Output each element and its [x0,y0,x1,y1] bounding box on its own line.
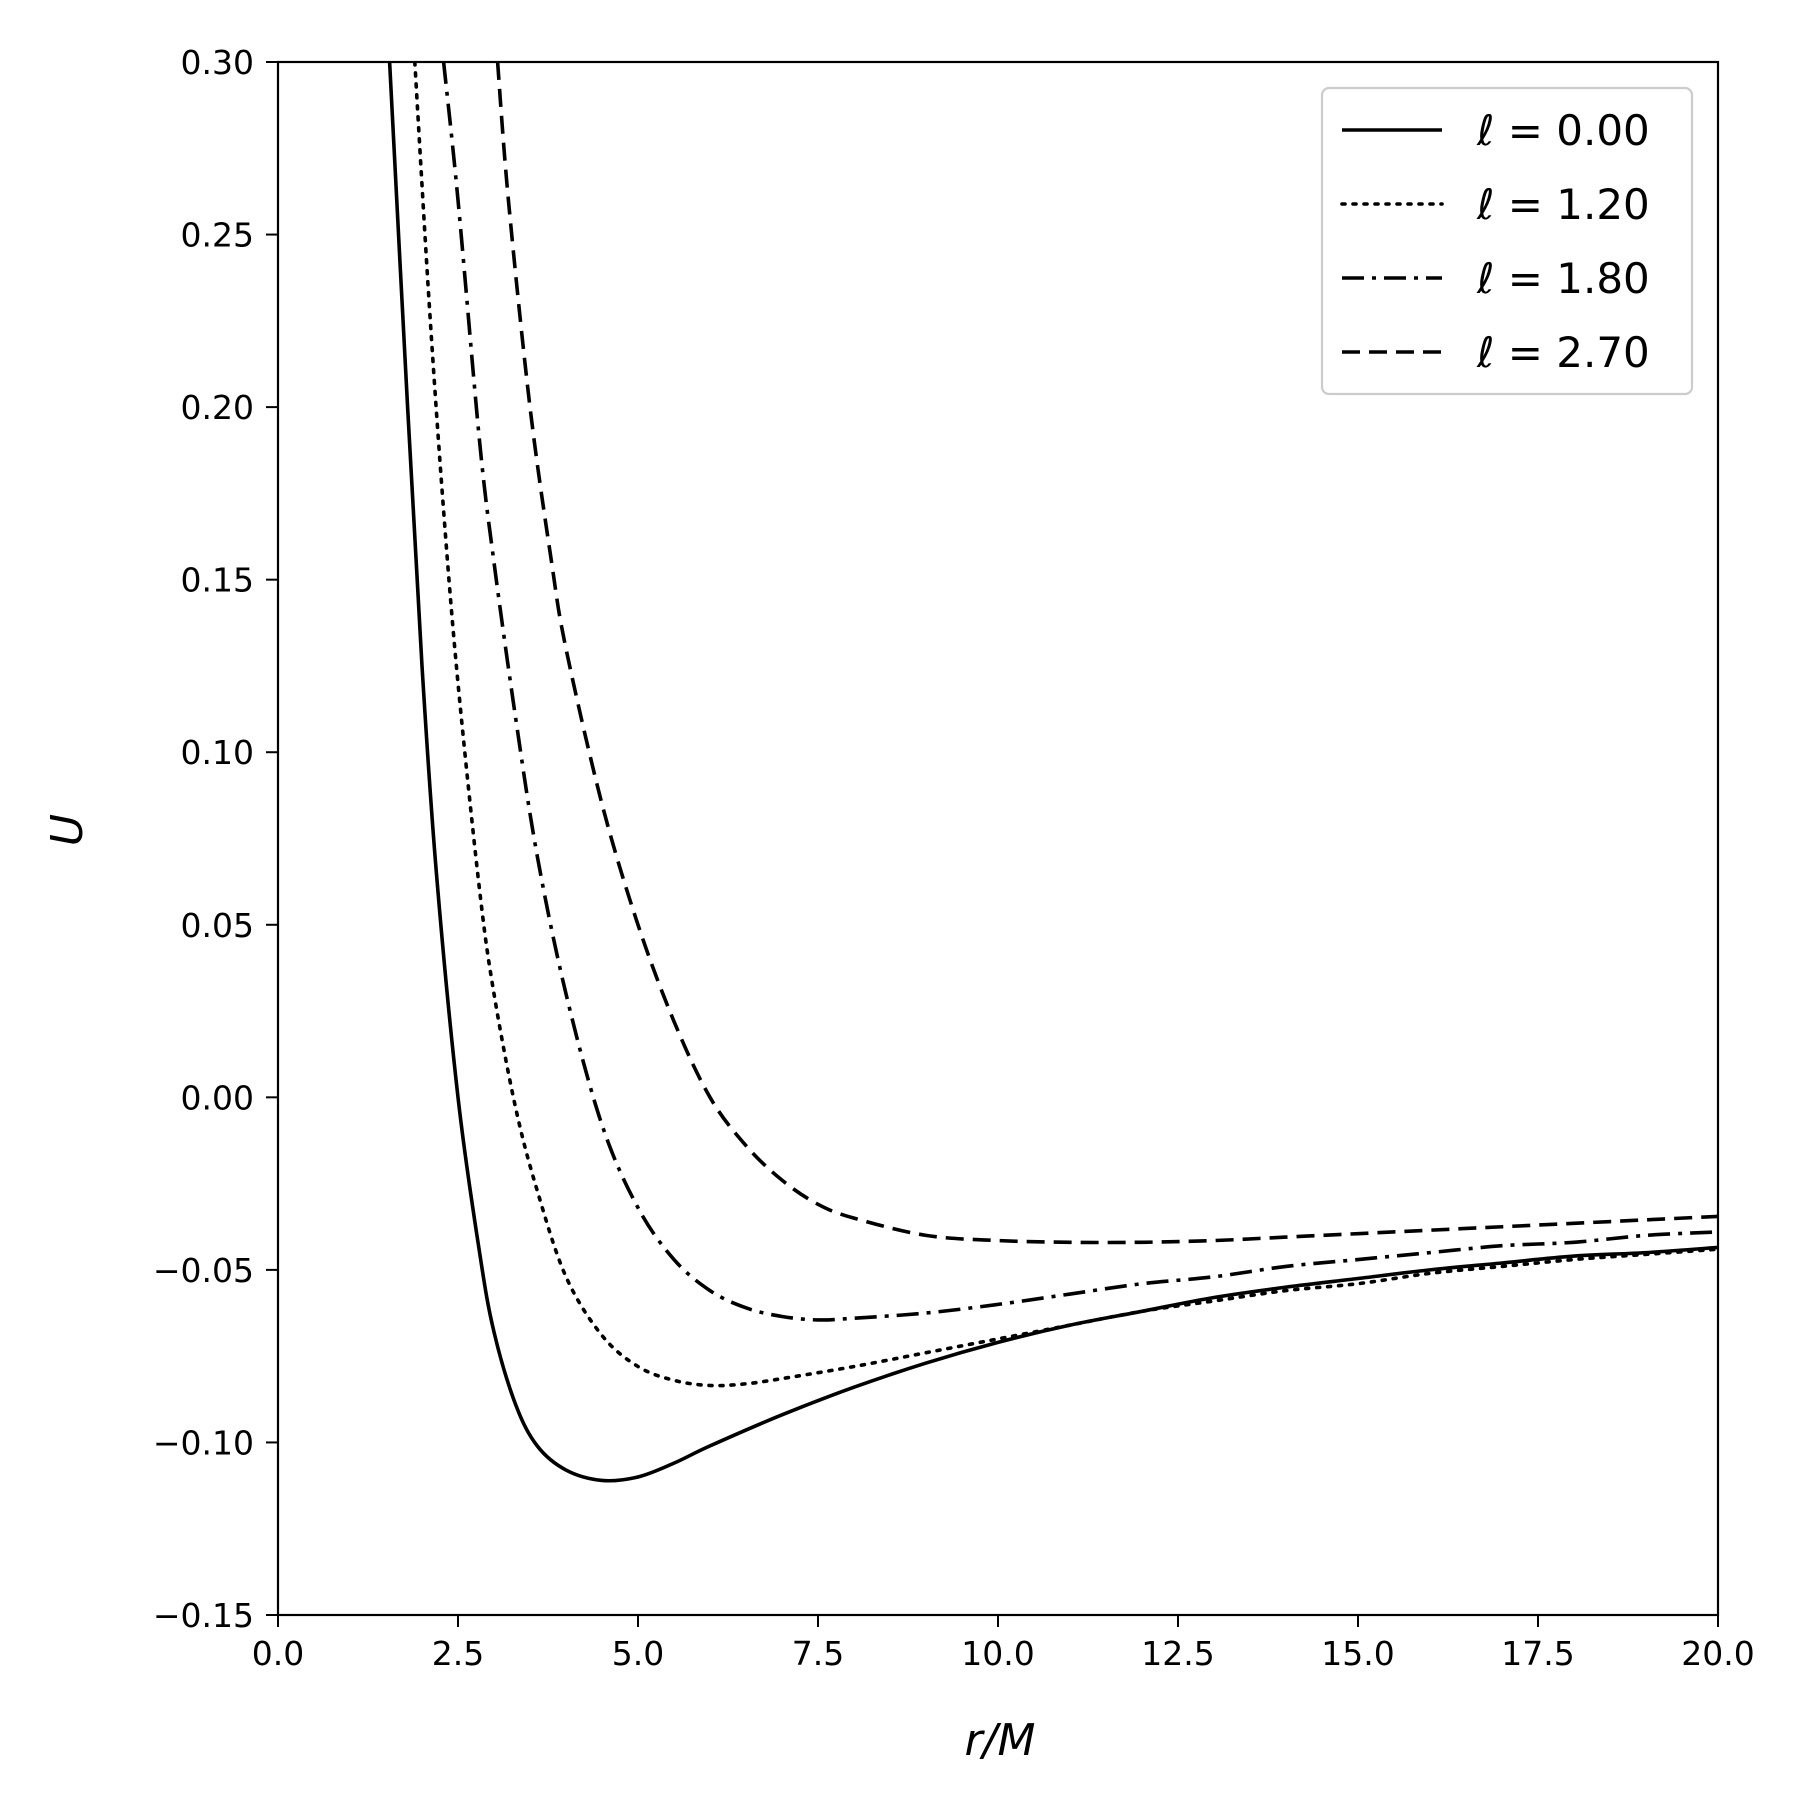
series-line-1 [413,62,1718,1388]
x-tick-label: 12.5 [1141,1634,1214,1673]
x-tick-label: 10.0 [961,1634,1034,1673]
x-tick-label: 15.0 [1321,1634,1394,1673]
x-tick-label: 20.0 [1681,1634,1754,1673]
legend-label-2: ℓ = 1.80 [1476,254,1650,303]
x-tick-label: 0.0 [252,1634,304,1673]
y-tick-label: 0.15 [181,561,254,600]
y-axis-label: U [42,814,93,846]
y-tick-label: 0.05 [181,906,254,945]
y-axis-ticks: −0.15 −0.10 −0.05 0.00 0.05 0.10 0.15 0.20 0.25 0… [153,43,278,1635]
series-line-2 [441,62,1718,1322]
x-axis-ticks: 0.0 2.5 5.0 7.5 10.0 12.5 15.0 17.5 20.0 [252,1615,1755,1673]
legend-box [1320,86,1694,396]
legend-label-1: ℓ = 1.20 [1476,180,1650,229]
series-line-3 [495,62,1718,1245]
x-axis-label: r/M [965,1715,1036,1766]
y-tick-label: 0.10 [181,733,254,772]
x-tick-label: 17.5 [1501,1634,1574,1673]
x-tick-label: 5.0 [612,1634,664,1673]
legend: ℓ = 0.00 ℓ = 1.20 ℓ = 1.80 ℓ = 2.70 [1320,86,1694,396]
y-tick-label: −0.10 [153,1423,254,1462]
y-tick-label: −0.15 [153,1596,254,1635]
x-tick-label: 2.5 [432,1634,484,1673]
y-tick-label: 0.00 [181,1078,254,1117]
x-tick-label: 7.5 [792,1634,844,1673]
legend-label-0: ℓ = 0.00 [1476,106,1650,155]
y-tick-label: −0.05 [153,1251,254,1290]
y-tick-label: 0.20 [181,388,254,427]
series-line-0 [387,62,1718,1483]
y-tick-label: 0.25 [181,216,254,255]
legend-label-3: ℓ = 2.70 [1476,328,1650,377]
y-tick-label: 0.30 [181,43,254,82]
